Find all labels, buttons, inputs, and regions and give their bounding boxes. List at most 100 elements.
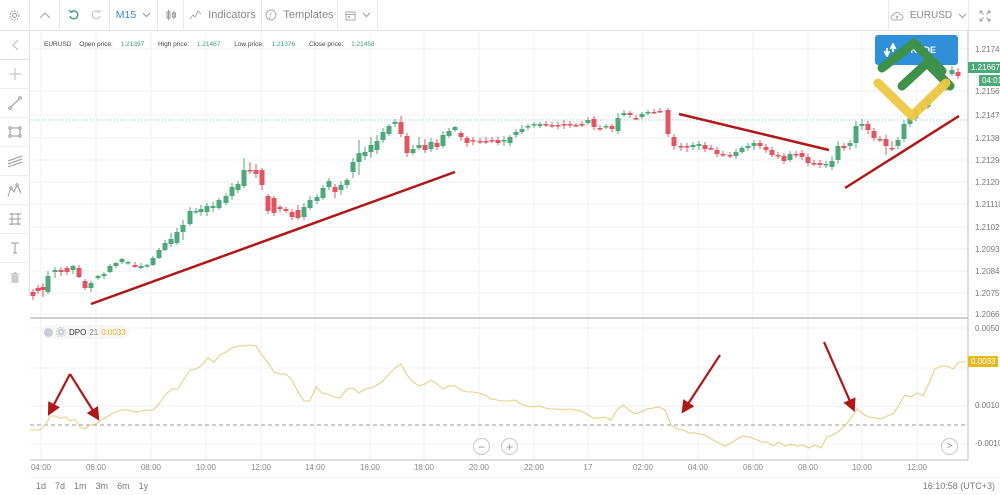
candle <box>193 211 199 213</box>
candle <box>470 140 476 142</box>
candlestick-icon <box>166 10 176 20</box>
zoom-in-button[interactable]: + <box>501 438 518 455</box>
time-tick: 16:00 <box>359 463 381 472</box>
timeframe-select[interactable]: M15 <box>110 0 158 31</box>
candle <box>696 144 702 146</box>
candle <box>356 153 362 162</box>
candle <box>338 185 344 190</box>
range-6m[interactable]: 6m <box>117 481 130 491</box>
candle <box>138 266 144 268</box>
dpo-indicator-legend[interactable]: DPO 21 0.0033 <box>42 325 130 339</box>
range-3m[interactable]: 3m <box>95 481 109 491</box>
candle <box>277 207 283 209</box>
candle <box>745 146 751 148</box>
candle <box>446 131 452 136</box>
candle <box>883 139 889 146</box>
candle <box>889 148 895 150</box>
plus-icon: + <box>505 439 513 454</box>
candle <box>101 274 107 276</box>
settings-button[interactable] <box>0 0 30 31</box>
candle <box>289 212 295 217</box>
chevron-down-icon <box>362 12 370 18</box>
candle <box>720 154 726 156</box>
trend-line-icon <box>8 96 22 110</box>
gear-icon[interactable] <box>56 327 66 337</box>
text-icon <box>11 242 19 254</box>
candle <box>651 112 657 114</box>
candle <box>350 162 356 172</box>
candle <box>265 196 271 211</box>
candle <box>835 146 841 160</box>
candle <box>223 196 229 203</box>
candle <box>301 207 307 217</box>
timeframe-value: M15 <box>115 9 137 21</box>
undo-icon[interactable] <box>68 9 80 21</box>
fullscreen-button[interactable] <box>968 0 1000 31</box>
close-label: Close price: <box>308 41 344 48</box>
candle <box>398 122 404 134</box>
crosshair-icon <box>9 68 21 80</box>
hide-indicator-icon[interactable] <box>44 327 53 337</box>
collapse-toolbar-button[interactable] <box>30 0 60 31</box>
indicators-button[interactable]: Indicators <box>184 0 262 31</box>
candle <box>665 110 671 134</box>
templates-button[interactable]: f Templates <box>262 0 338 31</box>
text-tool[interactable] <box>0 234 30 263</box>
candle <box>585 120 591 123</box>
time-tick: 18:00 <box>413 463 435 472</box>
range-7d[interactable]: 7d <box>55 481 66 491</box>
trash-icon <box>10 271 20 283</box>
candle <box>671 137 677 146</box>
parallel-channel-tool[interactable] <box>0 147 30 176</box>
symbol-select[interactable]: EURUSD <box>888 0 968 31</box>
collapse-sidebar-button[interactable] <box>0 31 30 60</box>
price-tick: 1.20840 <box>975 267 1000 276</box>
trade-arrows-icon <box>883 43 897 57</box>
trendline-up-1 <box>90 170 456 306</box>
price-tick: 1.20930 <box>975 245 1000 254</box>
chevron-down-icon <box>958 13 967 18</box>
candle <box>955 72 961 76</box>
time-tick: 10:00 <box>195 463 217 472</box>
candle <box>410 149 416 153</box>
delete-drawings-button[interactable] <box>0 263 30 292</box>
chart-canvas[interactable] <box>0 31 1000 478</box>
candle <box>633 118 639 120</box>
candle <box>775 155 781 157</box>
candle <box>30 292 36 296</box>
rectangle-tool[interactable] <box>0 118 30 147</box>
bottom-bar: 1d 7d 1m 3m 6m 1y 16:10:58 (UTC+3) <box>30 478 1000 495</box>
candle <box>757 143 763 146</box>
range-1d[interactable]: 1d <box>36 481 47 491</box>
zoom-out-button[interactable]: − <box>473 438 490 455</box>
gann-box-tool[interactable] <box>0 205 30 234</box>
range-1y[interactable]: 1y <box>138 481 149 491</box>
candle <box>657 111 663 113</box>
calendar-button[interactable] <box>338 0 378 31</box>
candle <box>799 153 805 157</box>
candle <box>561 124 567 126</box>
candle <box>271 198 277 213</box>
ohlc-info-bar: EURUSD Open price: 1.21397 High price: 1… <box>44 41 387 48</box>
candle <box>690 145 696 147</box>
candle <box>314 197 320 201</box>
trend-line-tool[interactable] <box>0 89 30 118</box>
candle <box>865 124 871 130</box>
chevron-left-icon <box>12 39 19 51</box>
redo-icon[interactable] <box>90 9 102 21</box>
candle <box>404 136 410 153</box>
crosshair-tool[interactable] <box>0 60 30 89</box>
candle <box>210 206 216 208</box>
time-tick: 14:00 <box>304 463 326 472</box>
candle <box>901 124 907 139</box>
candle <box>519 129 525 132</box>
scroll-to-latest-button[interactable]: > <box>941 438 958 455</box>
chart-type-button[interactable] <box>158 0 184 31</box>
candle <box>853 126 859 143</box>
range-1m[interactable]: 1m <box>74 481 87 491</box>
candle <box>392 122 398 124</box>
candle <box>763 147 769 150</box>
open-label: Open price: <box>79 41 113 48</box>
chevron-down-icon <box>142 12 151 18</box>
fibonacci-tool[interactable] <box>0 176 30 205</box>
